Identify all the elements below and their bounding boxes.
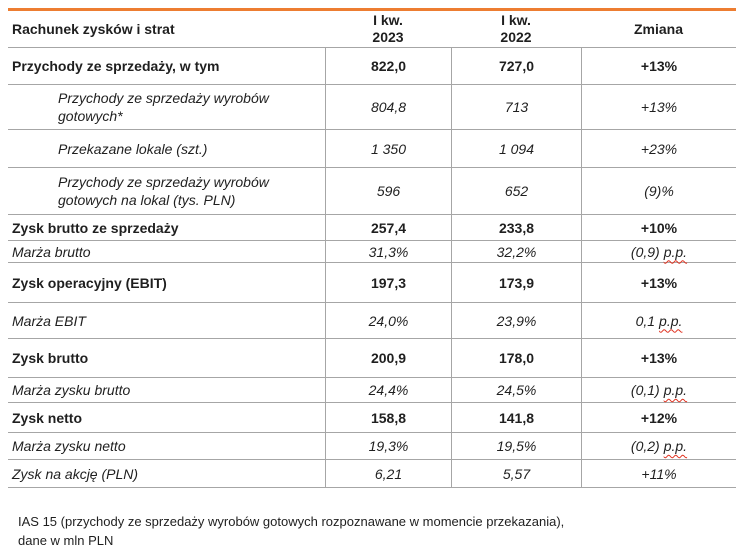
- value-change: (0,9) p.p.: [581, 241, 736, 262]
- value-q1-2023: 822,0: [325, 48, 451, 84]
- pp-suffix: p.p.: [663, 438, 688, 454]
- header-statement-title: Rachunek zysków i strat: [12, 21, 175, 37]
- value-q1-2023: 24,0%: [325, 303, 451, 338]
- header-q1-2022-line2: 2022: [500, 29, 532, 45]
- table-row-gross-profit: Zysk brutto 200,9 178,0 +13%: [8, 339, 736, 378]
- footnote-line2: dane w mln PLN: [18, 533, 114, 548]
- value-change: +13%: [581, 85, 736, 129]
- value-q1-2022: 19,5%: [451, 433, 581, 459]
- table-row-ebit: Zysk operacyjny (EBIT) 197,3 173,9 +13%: [8, 263, 736, 303]
- header-q1-2023-line1: I kw.: [373, 12, 403, 28]
- value-change: +13%: [581, 48, 736, 84]
- value-q1-2022: 23,9%: [451, 303, 581, 338]
- value-q1-2023: 257,4: [325, 215, 451, 240]
- pp-suffix: p.p.: [663, 382, 688, 398]
- value-change: (9)%: [581, 168, 736, 214]
- value-q1-2022: 727,0: [451, 48, 581, 84]
- value-q1-2022: 141,8: [451, 403, 581, 432]
- pp-suffix: p.p.: [663, 243, 688, 260]
- row-label: Marża EBIT: [12, 312, 86, 329]
- value-q1-2023: 804,8: [325, 85, 451, 129]
- header-col-q1-2022: I kw. 2022: [451, 11, 581, 47]
- value-q1-2022: 713: [451, 85, 581, 129]
- value-change: +11%: [581, 460, 736, 487]
- row-label: Przychody ze sprzedaży, w tym: [12, 58, 220, 74]
- value-q1-2022: 173,9: [451, 263, 581, 302]
- table-row-revenue-per-unit: Przychody ze sprzedaży wyrobów gotowych …: [8, 168, 736, 215]
- value-q1-2023: 200,9: [325, 339, 451, 377]
- row-label: Zysk brutto ze sprzedaży: [12, 219, 179, 236]
- value-change: (0,2) p.p.: [581, 433, 736, 459]
- value-q1-2023: 31,3%: [325, 241, 451, 262]
- row-label: Marża zysku netto: [12, 438, 126, 454]
- value-change: +12%: [581, 403, 736, 432]
- value-change: +23%: [581, 130, 736, 167]
- value-q1-2022: 233,8: [451, 215, 581, 240]
- value-q1-2023: 6,21: [325, 460, 451, 487]
- row-label: Przekazane lokale (szt.): [58, 140, 208, 157]
- value-q1-2023: 1 350: [325, 130, 451, 167]
- table-row-gross-margin: Marża brutto 31,3% 32,2% (0,9) p.p.: [8, 241, 736, 263]
- value-q1-2023: 19,3%: [325, 433, 451, 459]
- value-q1-2023: 158,8: [325, 403, 451, 432]
- table-row-units-delivered: Przekazane lokale (szt.) 1 350 1 094 +23…: [8, 130, 736, 168]
- value-q1-2022: 178,0: [451, 339, 581, 377]
- row-label: Zysk na akcję (PLN): [12, 465, 139, 482]
- header-q1-2023-line2: 2023: [372, 29, 404, 45]
- table-row-net-profit: Zysk netto 158,8 141,8 +12%: [8, 403, 736, 433]
- value-change: 0,1 p.p.: [581, 303, 736, 338]
- value-q1-2022: 24,5%: [451, 378, 581, 402]
- footnote-line1: IAS 15 (przychody ze sprzedaży wyrobów g…: [18, 514, 565, 529]
- row-label: Przychody ze sprzedaży wyrobów gotowych …: [58, 174, 269, 208]
- row-label: Marża brutto: [12, 243, 91, 260]
- pp-suffix: p.p.: [659, 312, 683, 329]
- row-label: Zysk operacyjny (EBIT): [12, 274, 167, 291]
- table-header-row: Rachunek zysków i strat I kw. 2023 I kw.…: [8, 11, 736, 48]
- table-row-revenue-finished-goods: Przychody ze sprzedaży wyrobów gotowych*…: [8, 85, 736, 130]
- value-q1-2022: 32,2%: [451, 241, 581, 262]
- value-q1-2022: 5,57: [451, 460, 581, 487]
- header-col-q1-2023: I kw. 2023: [325, 11, 451, 47]
- table-row-gross-profit-margin: Marża zysku brutto 24,4% 24,5% (0,1) p.p.: [8, 378, 736, 403]
- value-change: +13%: [581, 339, 736, 377]
- value-q1-2022: 1 094: [451, 130, 581, 167]
- value-q1-2023: 596: [325, 168, 451, 214]
- table-row-eps: Zysk na akcję (PLN) 6,21 5,57 +11%: [8, 460, 736, 488]
- row-label: Marża zysku brutto: [12, 382, 131, 398]
- table-row-gross-profit-on-sales: Zysk brutto ze sprzedaży 257,4 233,8 +10…: [8, 215, 736, 241]
- value-q1-2022: 652: [451, 168, 581, 214]
- table-row-net-profit-margin: Marża zysku netto 19,3% 19,5% (0,2) p.p.: [8, 433, 736, 460]
- value-change: (0,1) p.p.: [581, 378, 736, 402]
- table-row-revenue: Przychody ze sprzedaży, w tym 822,0 727,…: [8, 48, 736, 85]
- row-label: Zysk brutto: [12, 350, 89, 366]
- value-q1-2023: 24,4%: [325, 378, 451, 402]
- value-change: +10%: [581, 215, 736, 240]
- header-col-change: Zmiana: [633, 20, 683, 37]
- profit-loss-table: Rachunek zysków i strat I kw. 2023 I kw.…: [8, 8, 736, 488]
- header-q1-2022-line1: I kw.: [501, 12, 531, 28]
- row-label: Przychody ze sprzedaży wyrobów gotowych*: [58, 90, 269, 124]
- row-label: Zysk netto: [12, 409, 83, 426]
- value-q1-2023: 197,3: [325, 263, 451, 302]
- footnote: IAS 15 (przychody ze sprzedaży wyrobów g…: [18, 512, 564, 550]
- table-row-ebit-margin: Marża EBIT 24,0% 23,9% 0,1 p.p.: [8, 303, 736, 339]
- value-change: +13%: [581, 263, 736, 302]
